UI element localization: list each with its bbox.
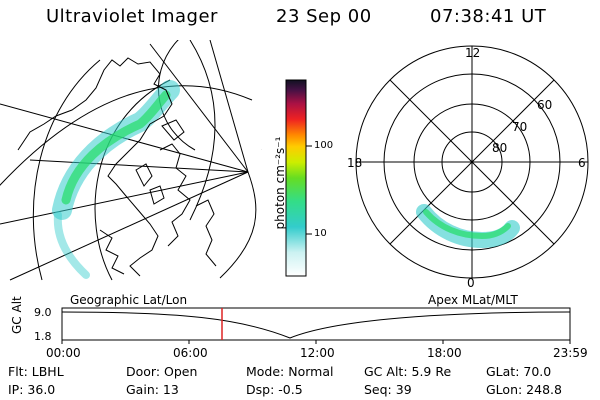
meridian: [149, 43, 249, 173]
info-ip: IP: 36.0: [8, 382, 56, 397]
lat-circle: [189, 40, 216, 221]
mlt-label-12: 12: [465, 46, 481, 60]
info-door: Door: Open: [126, 364, 198, 379]
mlt-label-0: 0: [467, 276, 475, 290]
meridian: [209, 40, 249, 173]
colorbar-tick-label-10: 10: [314, 228, 327, 239]
info-gain: Gain: 13: [126, 382, 179, 397]
info-filter: Flt: LBHL: [8, 364, 64, 379]
info-gc-alt: GC Alt: 5.9 Re: [364, 364, 452, 379]
map-boundary: [219, 171, 257, 279]
time-tick-2359: 23:59: [553, 346, 588, 360]
time-tick-0600: 06:00: [173, 346, 208, 360]
info-seq: Seq: 39: [364, 382, 412, 397]
orbit-ytick-9: 9.0: [34, 306, 52, 319]
mlt-label-18: 18: [347, 156, 363, 170]
mlt-label-6: 6: [578, 156, 586, 170]
aurora-oval-geo: [52, 80, 180, 279]
info-mode: Mode: Normal: [246, 364, 334, 379]
time-tick-1200: 12:00: [300, 346, 335, 360]
colorbar-gradient: [285, 79, 307, 277]
orbit-ytick-1-8: 1.8: [34, 330, 52, 343]
mlat-label-60: 60: [537, 98, 553, 112]
lat-circle: [0, 85, 253, 186]
orbit-altitude-curve: [61, 311, 571, 339]
polar-panel-label: Apex MLat/MLT: [428, 293, 518, 307]
meridian: [0, 171, 249, 225]
time-tick-1800: 18:00: [427, 346, 462, 360]
meridian: [9, 171, 249, 281]
coastlines: [17, 57, 217, 277]
time-tick-0000: 00:00: [46, 346, 81, 360]
geo-panel-label: Geographic Lat/Lon: [70, 293, 188, 307]
time-label: 07:38:41 UT: [430, 6, 547, 27]
meridian: [29, 159, 249, 173]
orbit-axis-label: GC Alt: [10, 296, 24, 334]
aurora-oval-polar: [416, 204, 520, 249]
info-glat: GLat: 70.0: [486, 364, 552, 379]
mlat-label-80: 80: [492, 141, 508, 155]
map-boundary: [94, 79, 171, 281]
info-dsp: Dsp: -0.5: [246, 382, 303, 397]
map-boundary: [32, 59, 101, 281]
info-glon: GLon: 248.8: [486, 382, 562, 397]
mlt-diag-2: [389, 79, 555, 245]
colorbar-tick-label-100: 100: [314, 140, 334, 151]
instrument-title: Ultraviolet Imager: [46, 6, 218, 27]
date-label: 23 Sep 00: [276, 6, 372, 27]
mlat-label-70: 70: [512, 120, 528, 134]
